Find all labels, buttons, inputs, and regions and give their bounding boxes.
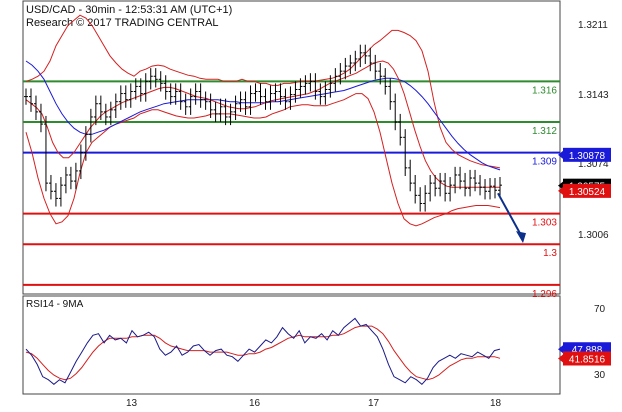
rsi-lines — [25, 317, 501, 385]
indicator-overlays — [25, 14, 501, 227]
rsi-tag-label: 41.8516 — [569, 354, 606, 365]
rsi-plot-frame — [22, 295, 561, 395]
price-tag-label: 1.30524 — [569, 187, 606, 198]
rsi-tag-pointer — [558, 345, 563, 354]
price-tag-pointer — [558, 186, 563, 195]
rsi-tag-label: 47.888 — [572, 345, 603, 356]
forecast-arrowhead — [516, 231, 526, 244]
x-tick-label: 16 — [249, 398, 261, 409]
level-label: 1.309 — [532, 157, 557, 168]
level-label: 1.296 — [532, 289, 557, 300]
upper-band-line — [25, 14, 501, 169]
price-tag-bg — [563, 147, 611, 162]
rsi-tag-bg — [563, 351, 611, 366]
y-tick-label: 1.3143 — [578, 90, 609, 101]
lower-band-line — [25, 93, 501, 227]
y-axis-main: 1.3211 1.3143 1.3074 1.3006 — [578, 20, 609, 241]
rsi-y-tick-label: 30 — [594, 370, 606, 381]
x-tick-label: 18 — [490, 398, 502, 409]
fast-ma-line — [25, 60, 500, 188]
y-tick-label: 1.3211 — [578, 20, 608, 31]
x-tick-label: 17 — [368, 398, 380, 409]
price-tag-bg — [563, 183, 611, 198]
level-label: 1.316 — [532, 85, 557, 96]
y-tick-label: 1.3074 — [578, 159, 609, 170]
price-tag-pointer — [558, 181, 563, 190]
rsi-line — [25, 317, 501, 385]
rsi-title: RSI14 - 9MA — [26, 299, 84, 310]
chart-title: USD/CAD - 30min - 12:53:31 AM (UTC+1) — [26, 4, 232, 16]
level-label: 1.303 — [532, 218, 557, 229]
rsi-y-tick-label: 70 — [594, 304, 606, 315]
forecast-line — [497, 192, 522, 236]
x-axis: 13 16 17 18 — [126, 398, 502, 409]
level-label: 1.3 — [543, 248, 557, 259]
price-tag-pointer — [558, 150, 563, 159]
chart-subtitle: Research © 2017 TRADING CENTRAL — [26, 17, 219, 29]
support-resistance-levels: 1.316 1.312 1.309 1.303 1.3 1.296 — [23, 80, 560, 300]
y-axis-rsi: 70 30 — [594, 304, 606, 381]
rsi-tag-pointer — [558, 354, 563, 363]
price-bars — [24, 44, 502, 212]
price-tag-label: 1.30878 — [569, 151, 606, 162]
y-tick-label: 1.3006 — [578, 230, 609, 241]
x-tick-label: 13 — [126, 398, 138, 409]
level-label: 1.312 — [532, 126, 557, 137]
slow-ma-line — [25, 60, 501, 171]
forecast-arrow — [497, 192, 526, 244]
